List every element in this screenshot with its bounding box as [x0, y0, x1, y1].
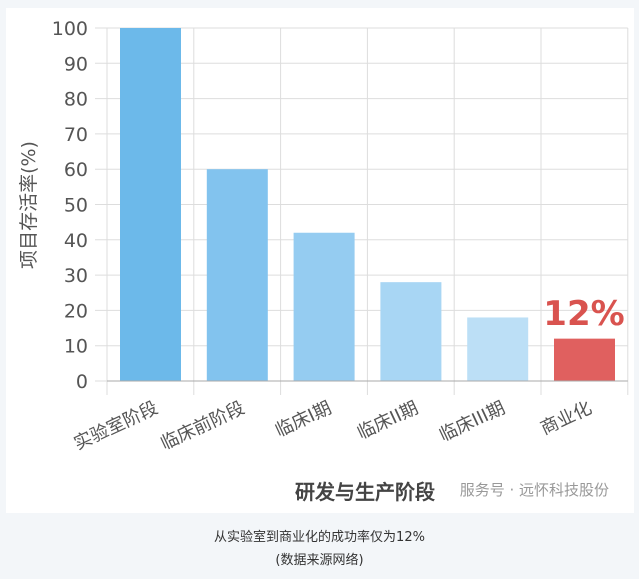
- bar: [554, 338, 615, 381]
- bar: [206, 169, 268, 381]
- y-tick-label: 40: [64, 230, 88, 252]
- y-tick-label: 60: [64, 159, 88, 181]
- y-tick-label: 10: [64, 336, 88, 358]
- x-tick-label: 临床II期: [354, 397, 421, 443]
- y-tick-label: 0: [76, 371, 88, 393]
- y-tick-label: 50: [64, 195, 88, 217]
- y-tick-label: 100: [52, 18, 88, 40]
- bar: [380, 282, 442, 381]
- y-tick-label: 90: [64, 53, 88, 75]
- bar: [293, 232, 355, 381]
- y-axis-label: 项目存活率(%): [18, 141, 40, 269]
- x-tick-label: 实验室阶段: [71, 397, 161, 454]
- x-axis-label: 研发与生产阶段: [295, 480, 435, 504]
- bar: [467, 317, 529, 381]
- y-tick-label: 30: [64, 265, 88, 287]
- caption-line2: (数据来源网络): [275, 553, 364, 568]
- x-tick-label: 临床III期: [436, 397, 508, 446]
- watermark: 服务号 · 远怀科技股份: [460, 481, 609, 499]
- x-tick-label: 临床I期: [272, 397, 335, 441]
- y-tick-label: 20: [64, 300, 88, 322]
- caption-line1: 从实验室到商业化的成功率仅为12%: [214, 530, 425, 545]
- x-tick-label: 商业化: [537, 397, 595, 439]
- annotation-label: 12%: [543, 294, 624, 334]
- y-tick-label: 80: [64, 89, 88, 111]
- y-tick-label: 70: [64, 124, 88, 146]
- bar: [120, 28, 181, 381]
- x-tick-label: 临床前阶段: [158, 397, 248, 454]
